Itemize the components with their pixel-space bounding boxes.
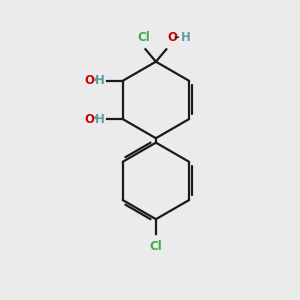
Text: ·: ·: [93, 111, 99, 126]
Text: O: O: [84, 74, 94, 87]
Text: H: H: [95, 74, 105, 87]
Text: Cl: Cl: [149, 240, 162, 254]
Text: H: H: [95, 112, 105, 126]
Text: -: -: [173, 31, 178, 44]
Text: Cl: Cl: [138, 31, 150, 44]
Text: ·: ·: [93, 73, 99, 88]
Text: O: O: [84, 112, 94, 126]
Text: H: H: [181, 31, 191, 44]
Text: O: O: [168, 31, 178, 44]
